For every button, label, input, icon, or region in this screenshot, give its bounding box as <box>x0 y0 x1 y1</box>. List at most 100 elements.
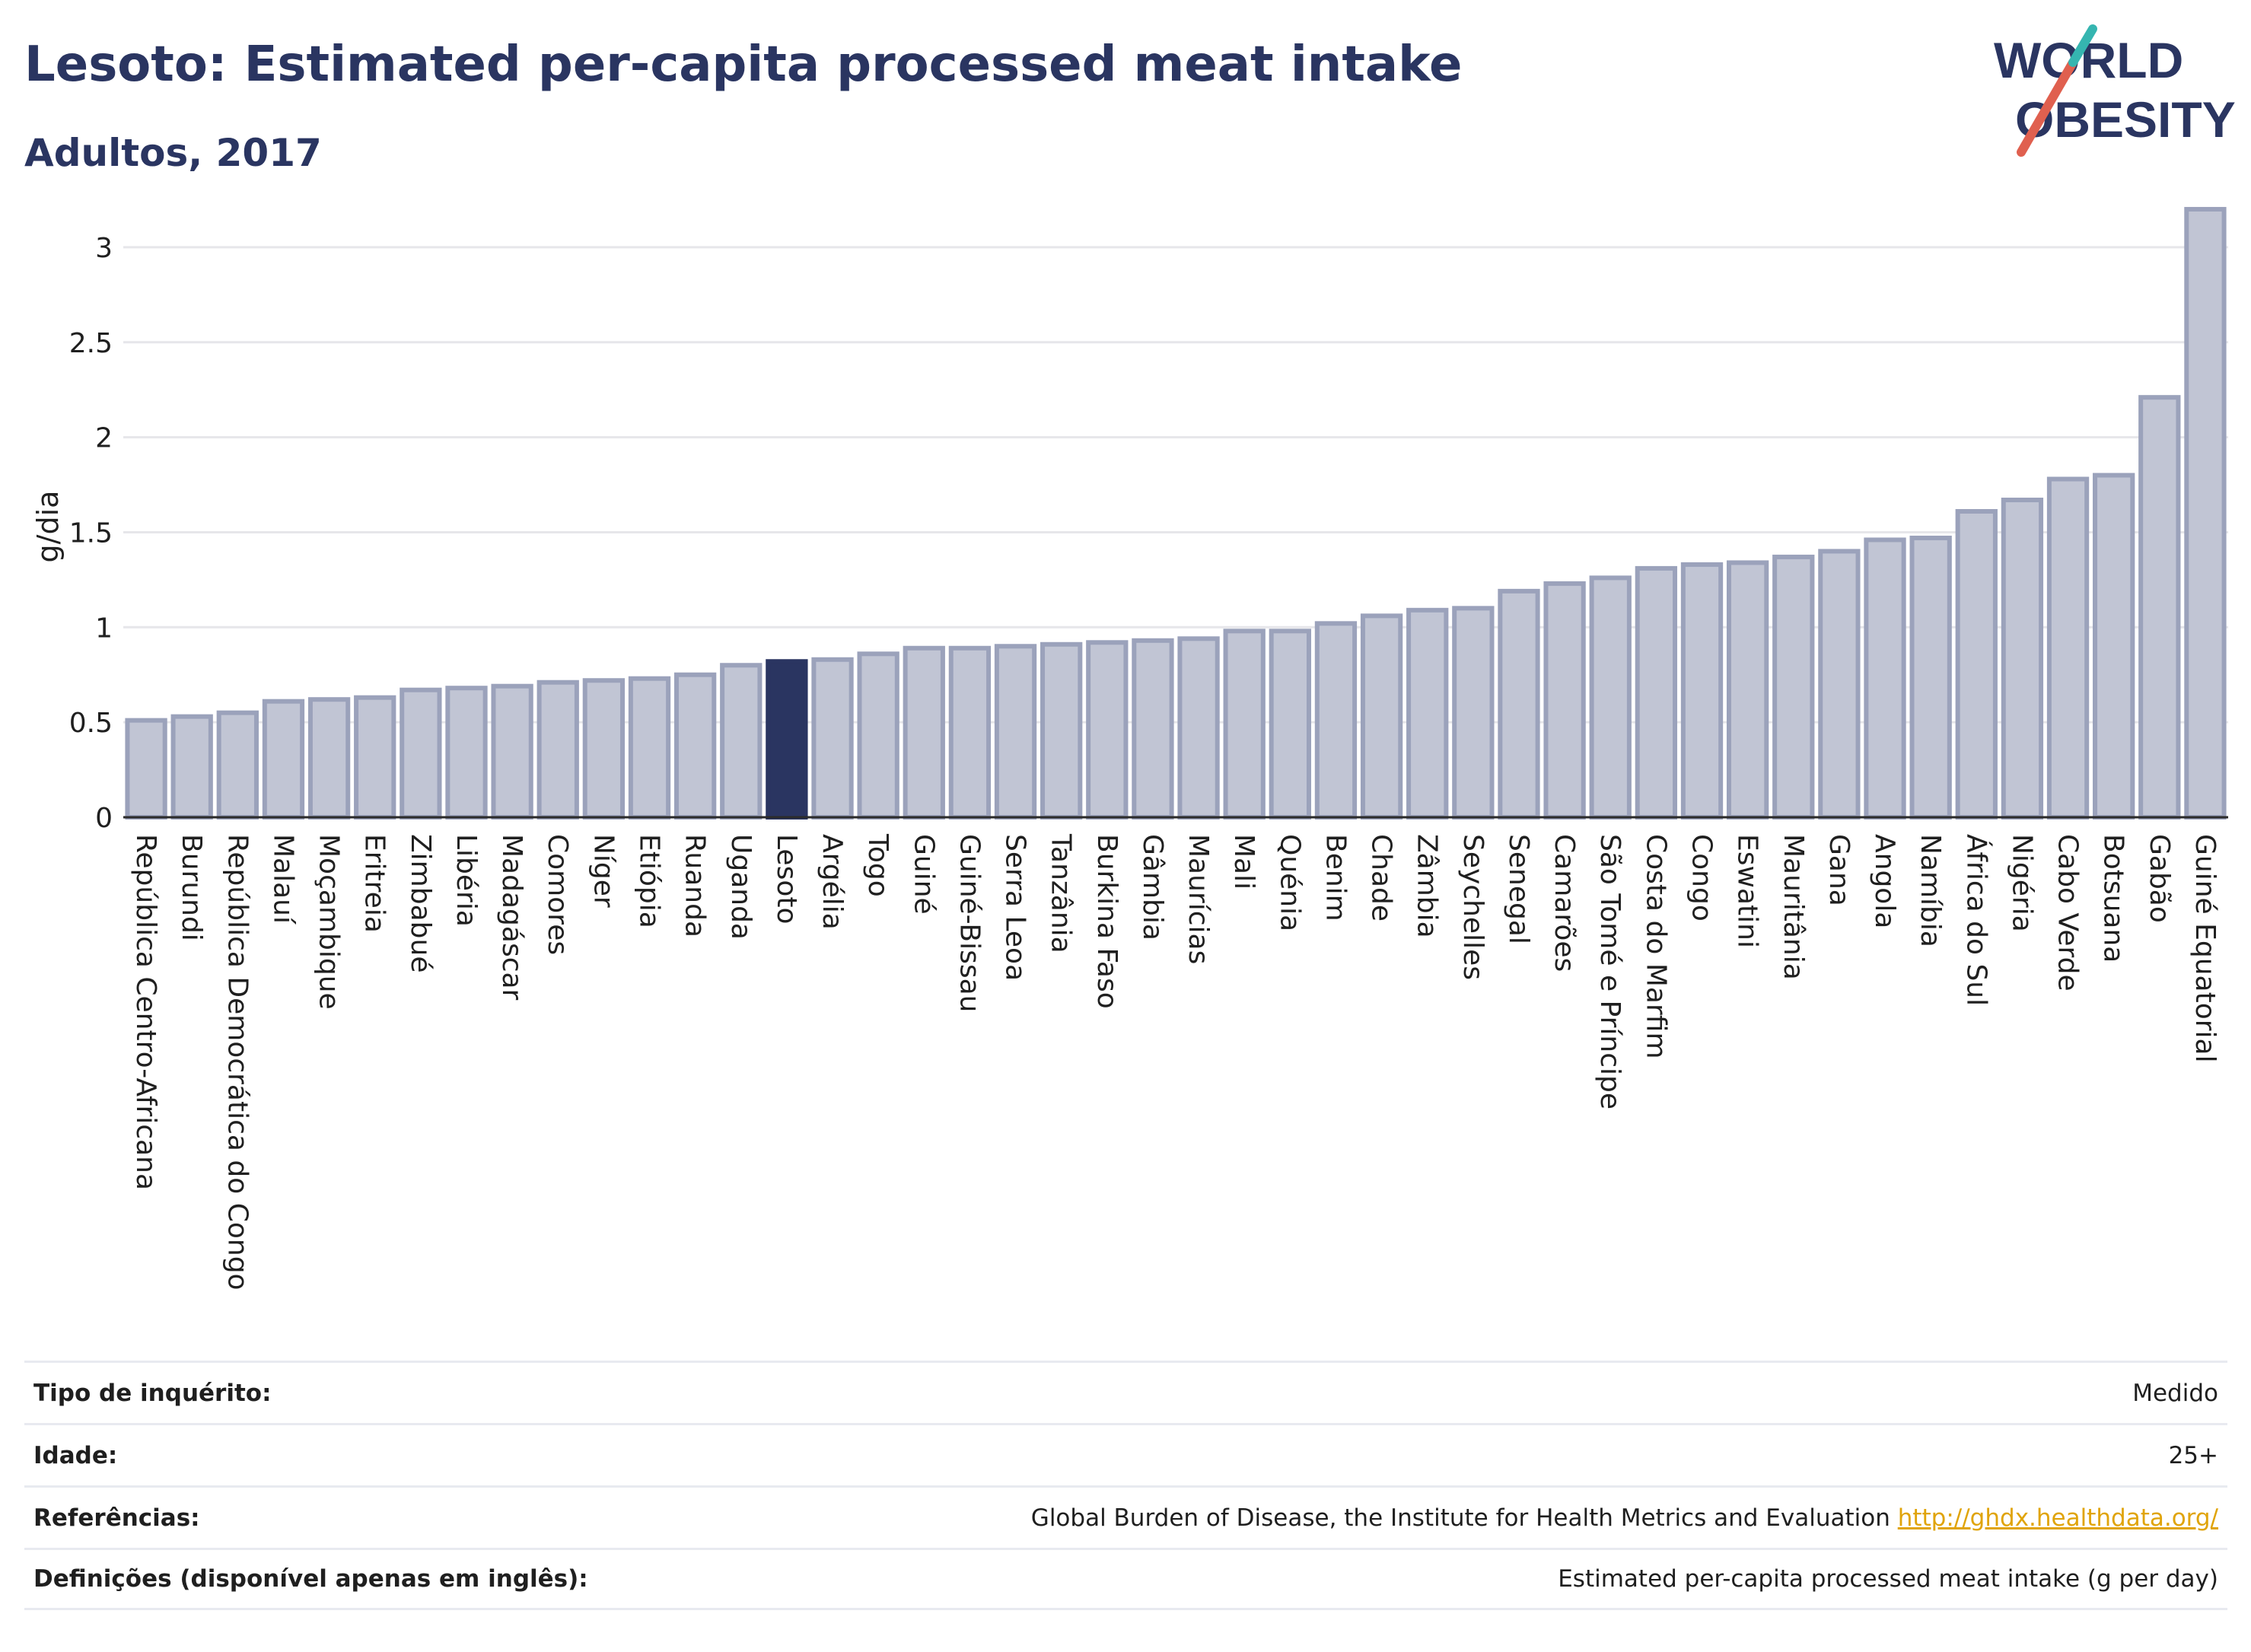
x-tick-label: República Democrática do Congo <box>221 834 253 1291</box>
x-tick-label: Guiné <box>908 834 939 915</box>
bar-27 <box>1360 613 1403 820</box>
x-tick-label: Camarões <box>1549 834 1580 972</box>
bar-9 <box>536 680 579 820</box>
x-tick-label: Zimbabué <box>405 834 436 972</box>
axes: 0 0.5 1 1.5 2 2.5 3 g/dia <box>31 233 2228 834</box>
references-label: Referências: <box>33 1504 200 1532</box>
bar-6 <box>400 687 442 820</box>
bar-10 <box>582 678 626 820</box>
bar-22 <box>1132 638 1174 820</box>
bar-26 <box>1314 621 1358 820</box>
x-tick-label: Guiné Equatorial <box>2189 834 2221 1063</box>
bar-25 <box>1269 629 1311 820</box>
bar-36 <box>1772 554 1815 820</box>
x-tick-label: Cabo Verde <box>2052 834 2084 992</box>
bar-3 <box>262 699 305 820</box>
x-tick-label: Eswatini <box>1732 834 1763 948</box>
meta-row-survey: Tipo de inquérito: Medido <box>24 1361 2227 1423</box>
x-tick-label: Gana <box>1823 834 1855 906</box>
x-tick-label: África do Sul <box>1960 834 1992 1006</box>
survey-type-label: Tipo de inquérito: <box>33 1379 272 1407</box>
x-tick-label: Togo <box>862 833 893 897</box>
x-tick-label: Namíbia <box>1915 834 1946 947</box>
bar-16 <box>857 651 899 820</box>
x-tick-label: Gâmbia <box>1137 834 1168 941</box>
x-tick-label: Congo <box>1686 834 1718 921</box>
y-tick-label: 2.5 <box>69 328 113 359</box>
x-tick-label: Malauí <box>267 834 298 925</box>
category-labels: República Centro-Africana Burundi Repúblic… <box>130 833 2221 1291</box>
bar-38 <box>1864 537 1906 820</box>
meta-row-age: Idade: 25+ <box>24 1423 2227 1485</box>
x-tick-label: Maurícias <box>1183 834 1214 964</box>
bar-33 <box>1635 565 1678 820</box>
x-tick-label: Burundi <box>176 834 207 941</box>
x-tick-label: Chade <box>1366 834 1397 921</box>
y-tick-label: 2 <box>95 423 113 454</box>
bar-14 <box>766 659 808 820</box>
x-tick-label: Tanzânia <box>1046 833 1077 953</box>
x-tick-label: Seychelles <box>1457 834 1488 980</box>
bar-18 <box>948 645 992 820</box>
y-tick-label: 0 <box>95 803 113 834</box>
x-tick-label: Níger <box>587 834 619 908</box>
bar-2 <box>216 710 259 820</box>
bar-chart: 0 0.5 1 1.5 2 2.5 3 g/dia República Centro-Afri… <box>31 206 2228 1291</box>
bar-23 <box>1177 636 1220 820</box>
age-value: 25+ <box>2168 1441 2218 1469</box>
x-tick-label: Senegal <box>1503 834 1534 944</box>
page-title: Lesoto: Estimated per-capita processed m… <box>24 37 1463 93</box>
definitions-label: Definições (disponível apenas em inglês)… <box>33 1565 588 1593</box>
x-tick-label: Burkina Faso <box>1091 834 1122 1009</box>
x-tick-label: Etiópia <box>634 834 665 928</box>
bar-43 <box>2093 473 2135 820</box>
meta-row-definitions: Definições (disponível apenas em inglês)… <box>24 1548 2227 1610</box>
x-tick-label: Ruanda <box>680 834 711 937</box>
x-tick-label: Moçambique <box>314 834 345 1010</box>
bar-11 <box>628 676 671 820</box>
bar-34 <box>1680 562 1724 820</box>
y-axis-label: g/dia <box>31 491 65 563</box>
x-tick-label: Guiné-Bissau <box>954 834 985 1012</box>
bar-30 <box>1498 588 1540 820</box>
survey-type-value: Medido <box>2132 1379 2218 1407</box>
bar-40 <box>1955 508 1998 820</box>
bar-8 <box>491 683 533 820</box>
x-tick-label: Gabão <box>2144 834 2175 923</box>
x-tick-label: Mauritânia <box>1778 834 1809 980</box>
references-link[interactable]: http://ghdx.healthdata.org/ <box>1897 1504 2218 1532</box>
x-tick-label: Costa do Marfim <box>1640 834 1671 1059</box>
bar-20 <box>1040 641 1083 820</box>
bar-24 <box>1223 629 1266 820</box>
bar-13 <box>720 663 763 820</box>
bar-0 <box>125 718 167 820</box>
bar-1 <box>170 714 213 820</box>
bar-41 <box>2001 498 2044 820</box>
y-tick-label: 0.5 <box>69 708 113 739</box>
bar-12 <box>673 672 717 820</box>
bar-21 <box>1086 640 1129 820</box>
x-tick-label: Angola <box>1869 834 1900 928</box>
bar-37 <box>1818 549 1861 820</box>
world-obesity-logo: WORLD OBESITY <box>1994 24 2236 157</box>
y-tick-label: 1.5 <box>69 517 113 549</box>
page-subtitle: Adultos, 2017 <box>24 131 322 175</box>
x-tick-label: Argélia <box>817 834 848 930</box>
bar-42 <box>2046 476 2090 820</box>
x-tick-label: Benim <box>1320 834 1351 921</box>
logo-slash-teal <box>2068 24 2097 67</box>
x-tick-label: República Centro-Africana <box>130 834 161 1190</box>
x-tick-label: Madagáscar <box>496 834 527 1001</box>
bar-4 <box>307 697 351 820</box>
x-tick-label: Eritreia <box>359 834 390 933</box>
bar-5 <box>354 695 396 820</box>
x-tick-label: São Tomé e Príncipe <box>1594 834 1625 1109</box>
bar-29 <box>1452 606 1495 820</box>
y-tick-label: 1 <box>95 613 113 644</box>
bar-32 <box>1589 575 1632 820</box>
logo-slash-red <box>2017 58 2077 157</box>
bar-28 <box>1406 607 1449 820</box>
bar-39 <box>1909 535 1952 820</box>
bar-7 <box>445 686 488 820</box>
bar-44 <box>2138 395 2181 820</box>
